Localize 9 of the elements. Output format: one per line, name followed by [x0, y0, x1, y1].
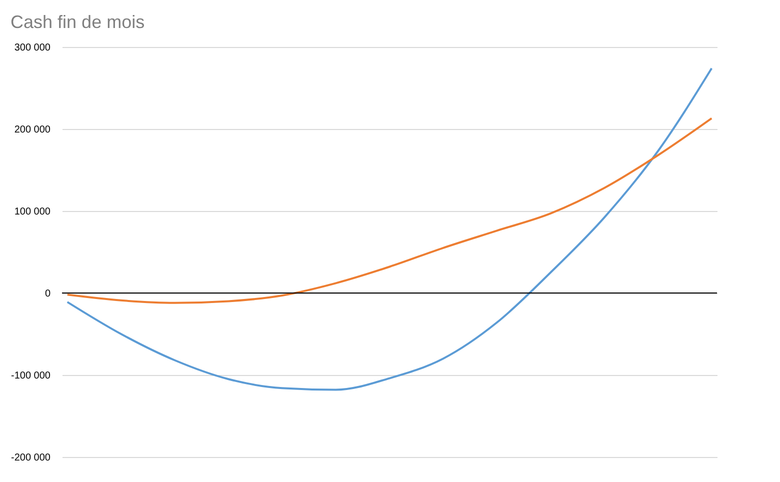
y-tick-label: 200 000: [14, 124, 51, 136]
line-series: [66, 67, 713, 391]
chart-title: Cash fin de mois: [10, 12, 145, 32]
y-tick-label: -200 000: [11, 452, 51, 464]
line-series: [66, 117, 713, 304]
y-tick-label: 300 000: [14, 42, 51, 54]
y-tick-label: -100 000: [11, 370, 51, 382]
y-tick-label: 100 000: [14, 206, 51, 218]
y-tick-label: 0: [44, 288, 51, 300]
